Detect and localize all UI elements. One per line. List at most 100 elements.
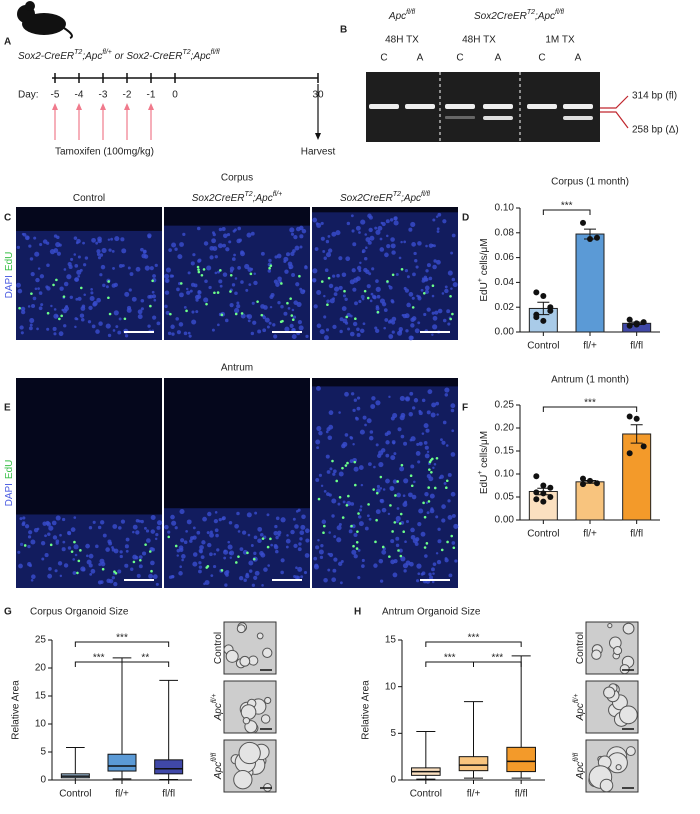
edu-cell [229, 273, 233, 277]
nucleus [320, 544, 324, 548]
nucleus [342, 500, 346, 504]
nucleus [411, 296, 415, 300]
nucleus [140, 298, 145, 303]
nucleus [391, 250, 396, 255]
nucleus [352, 443, 355, 446]
nucleus [70, 257, 74, 261]
nucleus [140, 519, 144, 524]
nucleus [359, 261, 362, 265]
y-axis-label: Relative Area [11, 680, 22, 740]
nucleus [432, 572, 435, 575]
x-tick-label: Control [410, 789, 442, 800]
nucleus [294, 524, 299, 529]
nucleus [337, 561, 343, 567]
nucleus [389, 218, 394, 222]
nucleus [77, 274, 81, 278]
nucleus [299, 530, 305, 536]
nucleus [447, 270, 453, 276]
nucleus [327, 248, 333, 253]
nucleus [417, 460, 421, 464]
nucleus [170, 514, 175, 520]
nucleus [326, 470, 331, 474]
nucleus [409, 438, 413, 442]
nucleus [156, 520, 163, 526]
nucleus [164, 290, 170, 295]
nucleus [428, 276, 433, 281]
nucleus [373, 465, 376, 469]
nucleus [69, 295, 74, 300]
nucleus [211, 328, 215, 332]
nucleus [112, 266, 115, 270]
nucleus [59, 533, 62, 537]
organoid [622, 622, 635, 635]
nucleus [319, 555, 324, 559]
edu-cell [269, 537, 272, 541]
edu-cell [235, 561, 238, 564]
nucleus [105, 285, 109, 289]
nucleus [376, 294, 381, 299]
organoid [256, 632, 264, 640]
nucleus [138, 564, 143, 569]
nucleus [210, 574, 214, 578]
nucleus [299, 234, 304, 239]
treatment-arrowhead [100, 103, 106, 110]
nucleus [424, 554, 428, 558]
lane-label: C [380, 53, 387, 64]
nucleus [203, 297, 209, 303]
nucleus [175, 317, 179, 321]
nucleus [131, 296, 137, 302]
nucleus [435, 552, 439, 555]
significance-label: *** [468, 633, 480, 644]
nucleus [337, 502, 341, 506]
text-segment: EdU [479, 282, 490, 301]
edu-cell [450, 534, 454, 538]
nucleus [53, 308, 57, 311]
edu-cell [323, 524, 326, 528]
nucleus [447, 322, 451, 326]
data-point [640, 319, 647, 326]
nucleus [240, 313, 246, 319]
superscript: T2 [245, 191, 253, 198]
nucleus [288, 266, 292, 270]
nucleus [19, 542, 24, 546]
nucleus [72, 571, 77, 575]
nucleus [447, 515, 453, 520]
organoid [236, 624, 246, 634]
edu-cell [451, 312, 454, 316]
nucleus [452, 282, 458, 288]
nucleus [429, 493, 435, 499]
nucleus [431, 311, 435, 315]
nucleus [35, 277, 40, 283]
y-tick-label: 15 [385, 635, 397, 646]
nucleus [320, 236, 325, 241]
nucleus [228, 240, 232, 244]
nucleus [324, 268, 329, 273]
nucleus [444, 387, 450, 393]
whisker [159, 679, 178, 760]
nucleus [437, 212, 442, 217]
edu-cell [169, 312, 172, 316]
nucleus [185, 287, 189, 291]
nucleus [332, 324, 337, 330]
nucleus [233, 253, 236, 257]
nucleus [339, 329, 343, 334]
nucleus [344, 433, 349, 437]
nucleus [143, 254, 149, 259]
nucleus [410, 534, 416, 540]
nucleus [345, 256, 351, 262]
nucleus [269, 305, 273, 309]
nucleus [393, 216, 398, 221]
nucleus [97, 256, 102, 260]
nucleus [432, 324, 438, 330]
edu-cell [289, 297, 292, 300]
nucleus [82, 241, 85, 245]
nucleus [243, 578, 247, 582]
nucleus [142, 250, 147, 254]
nucleus [16, 282, 21, 288]
x-tick-label: Control [527, 341, 559, 352]
nucleus [268, 321, 272, 325]
nucleus [240, 280, 244, 284]
nucleus [450, 251, 454, 255]
nucleus [264, 317, 270, 323]
nucleus [292, 249, 296, 253]
